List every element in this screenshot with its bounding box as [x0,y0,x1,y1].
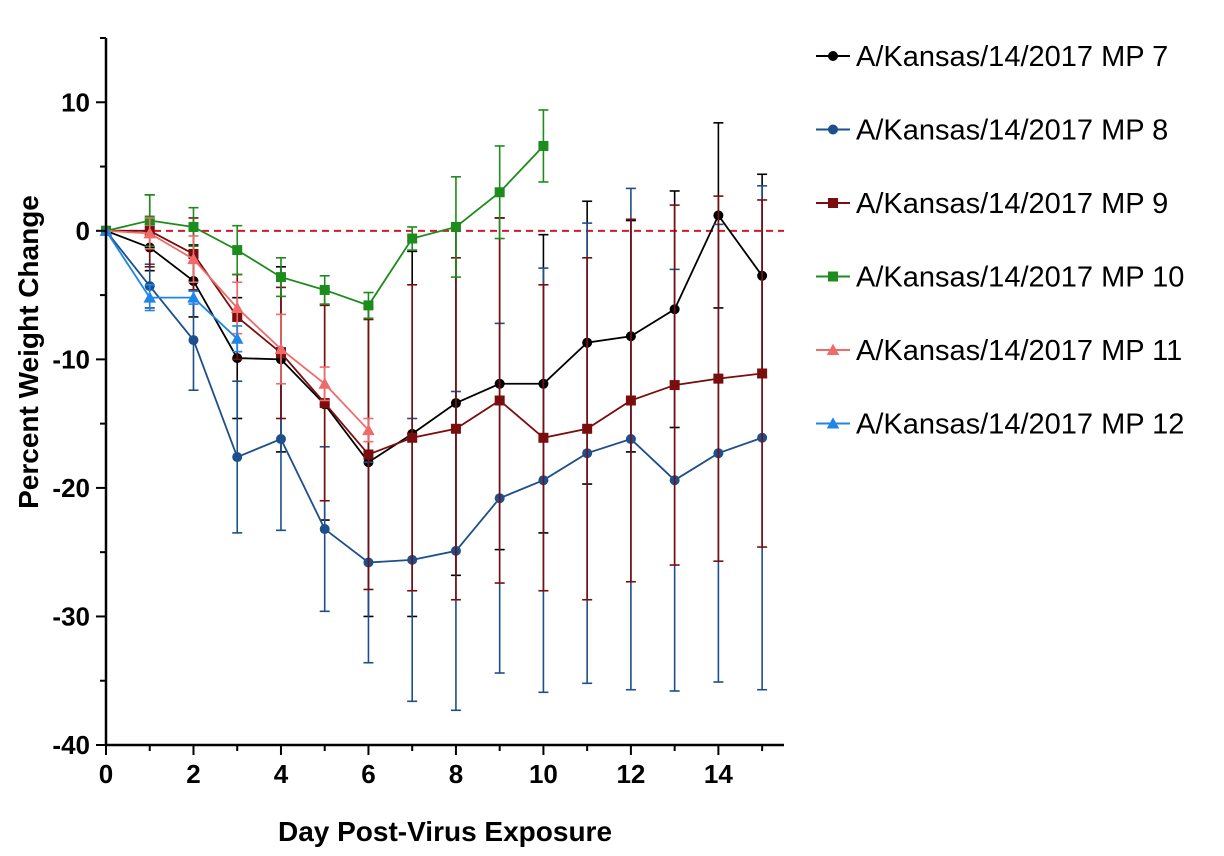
data-point [230,301,244,313]
y-tick-label: -10 [52,344,90,374]
plot-area [99,109,784,712]
x-tick-label: 12 [616,759,645,789]
data-point [625,395,636,406]
legend-item: A/Kansas/14/2017 MP 7 [816,41,1168,73]
legend-label: A/Kansas/14/2017 MP 7 [856,41,1168,73]
legend-item: A/Kansas/14/2017 MP 8 [816,115,1168,147]
data-point [318,377,331,389]
series-1 [101,122,768,618]
data-point [713,373,724,384]
data-point [407,432,418,443]
legend-label: A/Kansas/14/2017 MP 12 [856,409,1184,441]
data-point [143,291,156,303]
legend-marker [826,417,840,429]
legend-item: A/Kansas/14/2017 MP 9 [816,188,1168,220]
legend-label: A/Kansas/14/2017 MP 8 [856,115,1168,147]
legend-marker [828,51,838,61]
x-tick-label: 14 [704,759,733,789]
data-point [362,423,375,436]
series-line [105,230,238,340]
axes: 10 0 -10 -20 -30 -40 0 2 4 6 8 10 12 14 [52,37,784,789]
legend-item: A/Kansas/14/2017 MP 11 [816,335,1182,367]
x-tick-label: 10 [529,759,558,789]
legend-item: A/Kansas/14/2017 MP 10 [816,262,1184,294]
data-point [450,423,461,434]
data-point [494,395,505,406]
data-point [363,300,374,311]
data-point [188,221,199,232]
data-point [232,452,243,463]
x-tick-label: 0 [99,759,113,789]
y-tick-label: -30 [52,601,90,631]
x-axis-title: Day Post-Virus Exposure [278,816,612,847]
legend: A/Kansas/14/2017 MP 7 A/Kansas/14/2017 MP… [816,41,1184,441]
series-3 [101,194,768,601]
series-line [105,213,763,464]
data-point [319,398,330,409]
data-point [363,449,374,460]
data-point [188,335,199,346]
data-point [275,434,286,445]
legend-marker [826,343,840,355]
legend-label: A/Kansas/14/2017 MP 9 [856,188,1168,220]
legend-label: A/Kansas/14/2017 MP 11 [856,335,1182,367]
y-axis-title: Percent Weight Change [13,195,44,509]
data-point [407,233,418,244]
series-4 [101,109,549,320]
series-line [106,229,763,456]
y-tick-label: -20 [52,473,90,503]
data-point [187,291,200,303]
data-point [143,227,156,239]
data-point [275,272,286,283]
data-point [582,423,593,434]
y-tick-label: 0 [76,216,90,246]
legend-marker [828,198,838,208]
y-tick-label: 10 [61,87,90,117]
data-point [232,245,243,256]
x-tick-label: 2 [186,759,200,789]
x-tick-label: 8 [449,759,463,789]
legend-item: A/Kansas/14/2017 MP 12 [816,409,1184,441]
legend-label: A/Kansas/14/2017 MP 10 [856,262,1184,294]
data-point [450,221,461,232]
data-point [319,284,330,295]
data-point [538,432,549,443]
data-point [230,332,244,344]
data-point [538,140,549,151]
series-6 [99,224,244,353]
data-point [319,524,330,535]
data-point [274,342,288,355]
data-point [757,368,768,379]
series-line [105,230,763,564]
data-point [669,380,680,391]
series-5 [99,217,375,443]
data-point [494,187,505,198]
x-tick-label: 6 [361,759,375,789]
legend-marker [828,271,838,282]
y-tick-label: -40 [52,730,90,760]
data-point [187,252,200,265]
x-tick-label: 4 [274,759,289,789]
legend-marker [828,124,838,135]
